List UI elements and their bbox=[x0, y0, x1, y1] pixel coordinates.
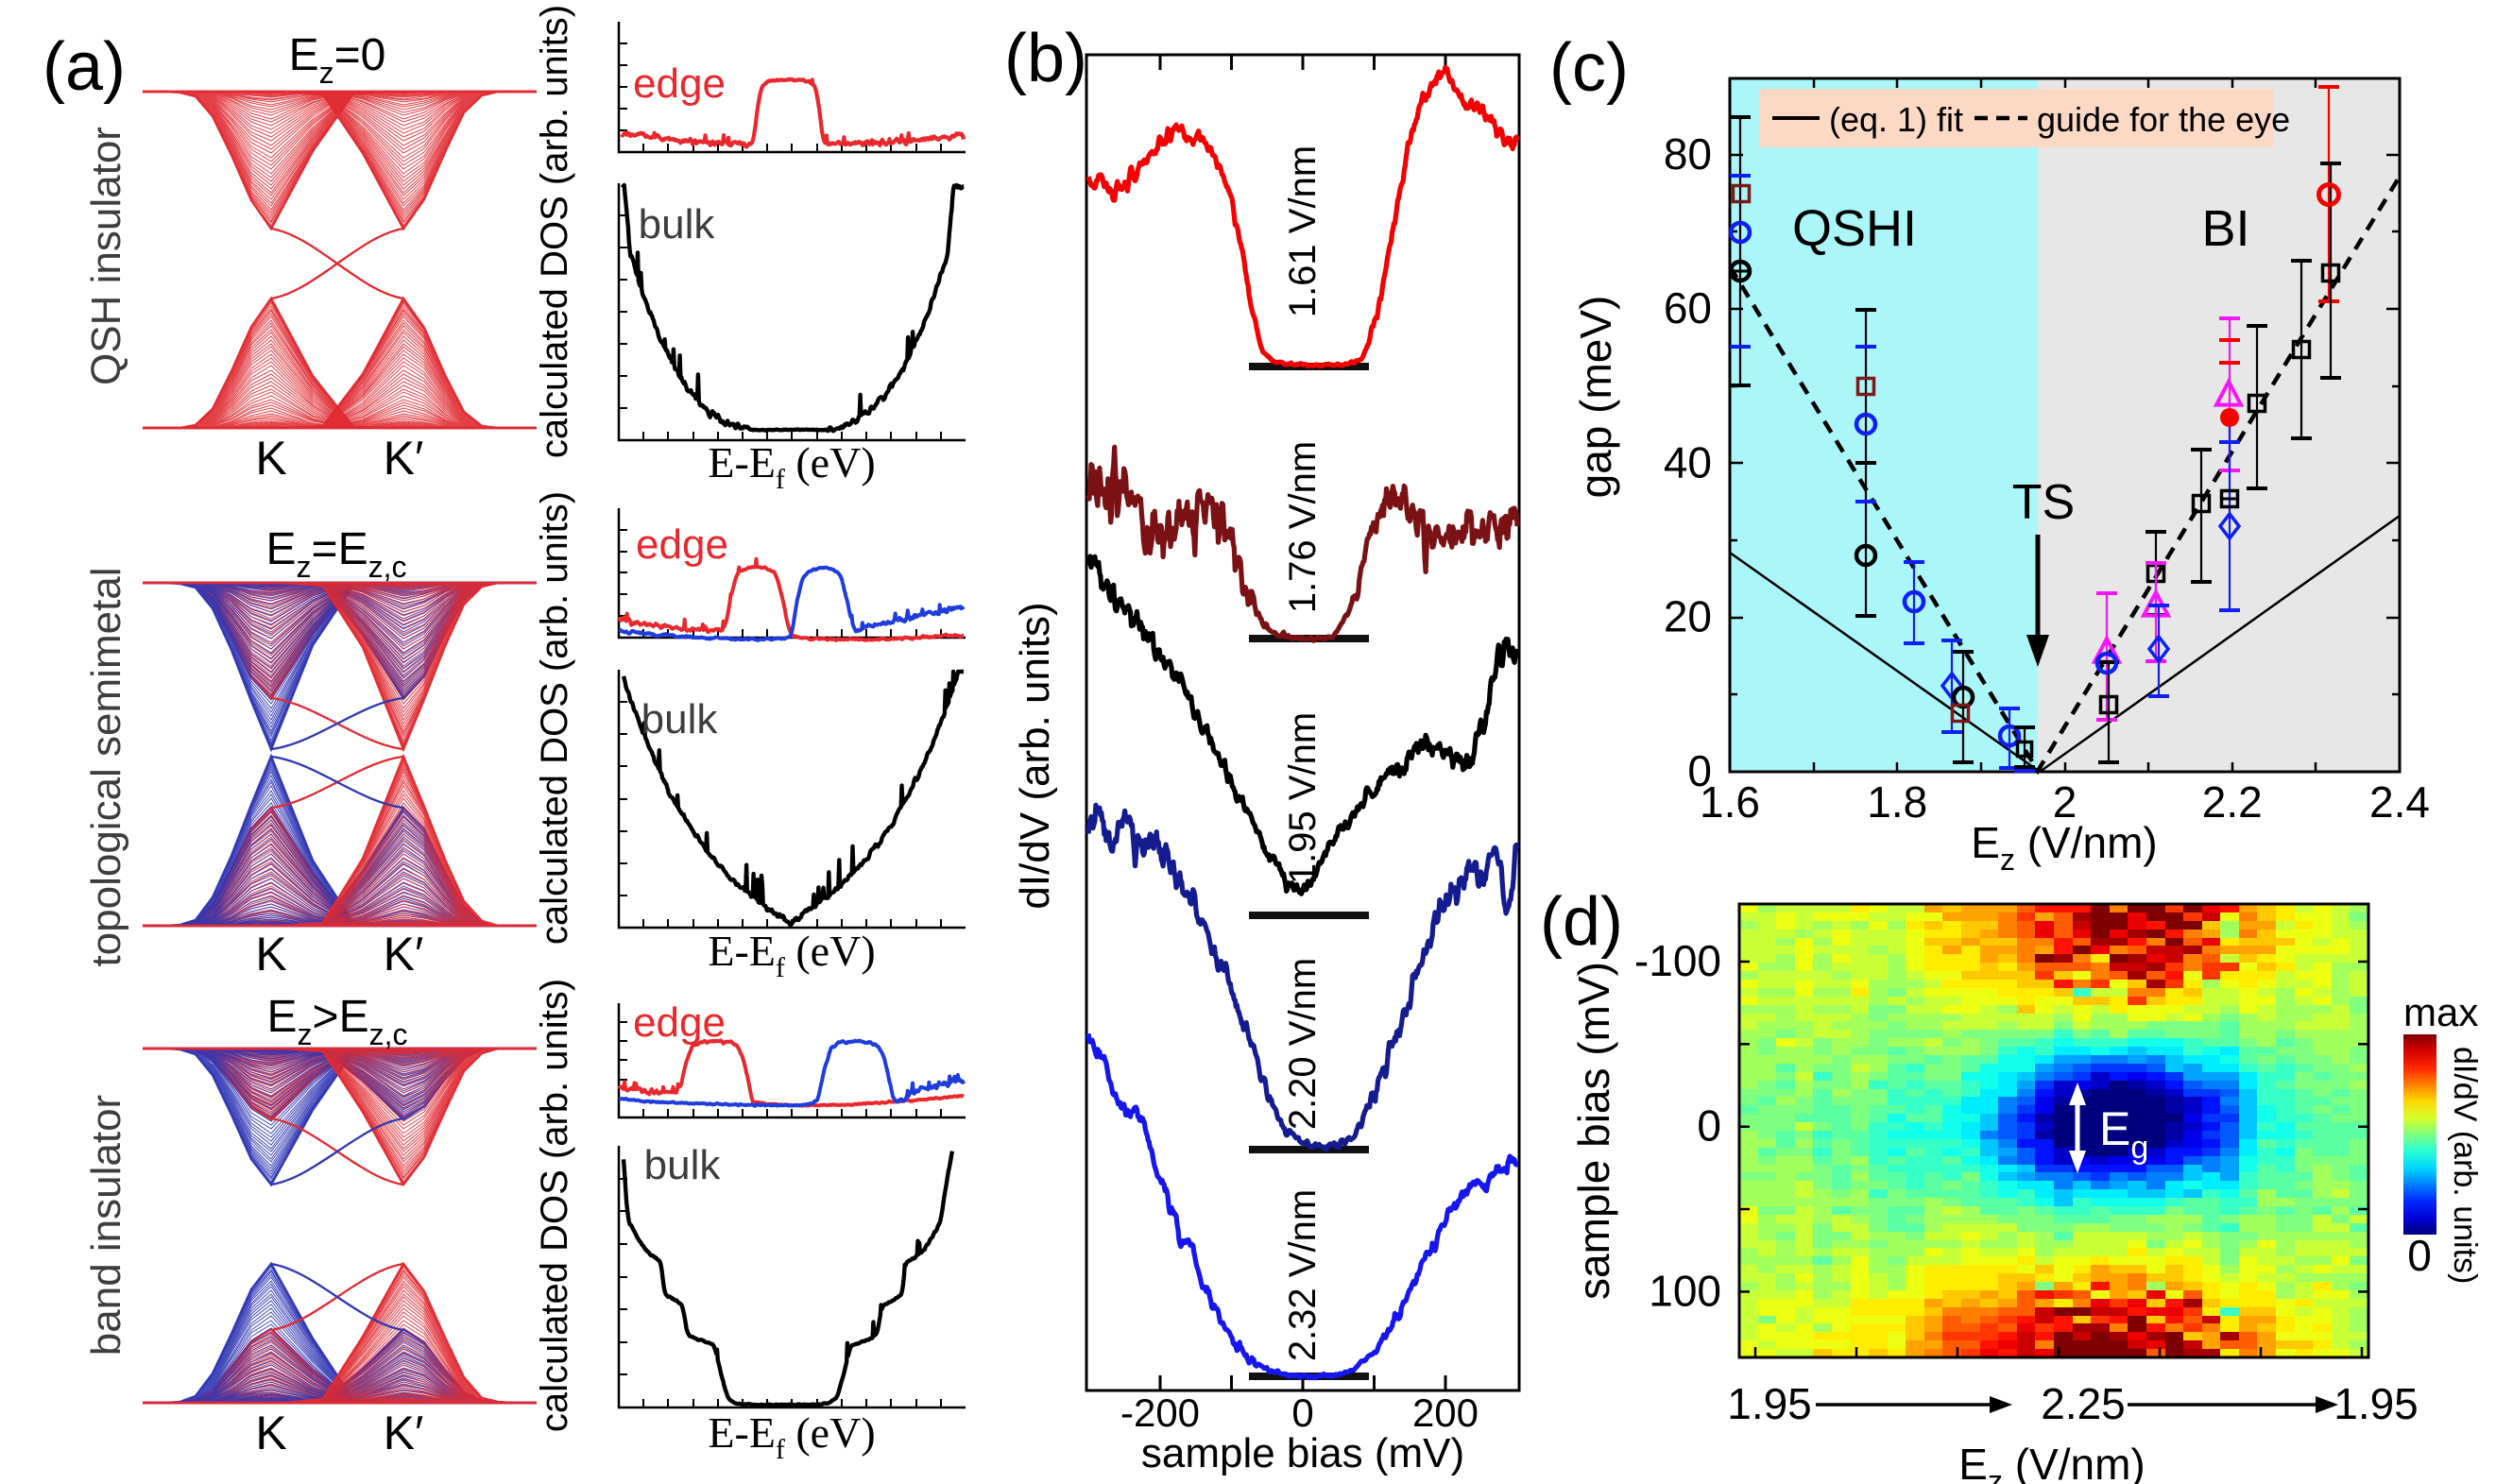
svg-text:(d): (d) bbox=[1540, 884, 1623, 960]
svg-text:(b): (b) bbox=[1004, 21, 1087, 96]
svg-text:200: 200 bbox=[1412, 1390, 1479, 1435]
svg-text:100: 100 bbox=[1649, 1266, 1721, 1315]
svg-text:sample bias (mV): sample bias (mV) bbox=[1141, 1430, 1464, 1476]
svg-text:-200: -200 bbox=[1120, 1390, 1200, 1435]
svg-text:E-Ef (eV): E-Ef (eV) bbox=[708, 438, 875, 495]
svg-text:2.25: 2.25 bbox=[2041, 1379, 2126, 1428]
svg-text:2: 2 bbox=[2053, 777, 2077, 827]
svg-text:0: 0 bbox=[1291, 1390, 1313, 1435]
svg-text:0: 0 bbox=[1687, 746, 1712, 795]
svg-text:1.8: 1.8 bbox=[1867, 777, 1927, 827]
svg-text:-100: -100 bbox=[1634, 936, 1721, 985]
svg-text:2.20 V/nm: 2.20 V/nm bbox=[1282, 958, 1324, 1130]
svg-text:1.76 V/nm: 1.76 V/nm bbox=[1282, 441, 1324, 613]
svg-text:20: 20 bbox=[1664, 592, 1712, 641]
svg-text:band insulator: band insulator bbox=[83, 1095, 129, 1356]
svg-text:QSH insulator: QSH insulator bbox=[83, 127, 129, 385]
svg-text:K: K bbox=[255, 432, 286, 485]
svg-text:QSHI: QSHI bbox=[1792, 200, 1917, 257]
svg-text:0: 0 bbox=[2407, 1231, 2432, 1280]
svg-text:K: K bbox=[255, 928, 286, 981]
svg-text:0: 0 bbox=[1697, 1101, 1721, 1151]
svg-text:1.95 V/nm: 1.95 V/nm bbox=[1282, 712, 1324, 884]
svg-text:(eq. 1) fit: (eq. 1) fit bbox=[1829, 100, 1963, 139]
svg-text:calculated DOS (arb. units): calculated DOS (arb. units) bbox=[534, 979, 575, 1432]
svg-text:K′: K′ bbox=[384, 432, 424, 485]
svg-text:Ez (V/nm): Ez (V/nm) bbox=[1971, 818, 2157, 877]
svg-text:K′: K′ bbox=[384, 1407, 424, 1459]
svg-text:1.61 V/nm: 1.61 V/nm bbox=[1282, 145, 1324, 317]
svg-text:Ez (V/nm): Ez (V/nm) bbox=[1958, 1440, 2145, 1484]
svg-text:gap (meV): gap (meV) bbox=[1571, 296, 1620, 499]
svg-text:K: K bbox=[255, 1407, 286, 1459]
svg-text:guide for the eye: guide for the eye bbox=[2037, 100, 2290, 139]
svg-text:TS: TS bbox=[2012, 475, 2075, 530]
svg-text:max: max bbox=[2403, 990, 2478, 1034]
svg-text:bulk: bulk bbox=[644, 1142, 722, 1188]
svg-text:bulk: bulk bbox=[641, 696, 719, 742]
svg-text:K′: K′ bbox=[384, 928, 424, 981]
svg-text:edge: edge bbox=[633, 60, 726, 107]
svg-text:dI/dV (arb. units): dI/dV (arb. units) bbox=[1012, 602, 1058, 909]
svg-text:2.32 V/nm: 2.32 V/nm bbox=[1282, 1189, 1324, 1361]
svg-text:edge: edge bbox=[633, 999, 726, 1046]
svg-text:(c): (c) bbox=[1549, 30, 1629, 106]
svg-text:2.4: 2.4 bbox=[2369, 777, 2430, 827]
svg-text:BI: BI bbox=[2201, 200, 2249, 257]
svg-text:60: 60 bbox=[1664, 283, 1712, 333]
svg-text:calculated DOS (arb. units): calculated DOS (arb. units) bbox=[534, 491, 575, 945]
svg-text:1.95: 1.95 bbox=[1727, 1379, 1812, 1428]
svg-text:1.6: 1.6 bbox=[1700, 777, 1760, 827]
svg-text:1.95: 1.95 bbox=[2334, 1379, 2419, 1428]
svg-text:E-Ef (eV): E-Ef (eV) bbox=[708, 1408, 875, 1465]
svg-text:40: 40 bbox=[1664, 437, 1712, 486]
svg-text:sample bias (mV): sample bias (mV) bbox=[1569, 962, 1618, 1300]
svg-text:calculated DOS (arb. units): calculated DOS (arb. units) bbox=[534, 5, 575, 458]
svg-text:dI/dV (arb. units): dI/dV (arb. units) bbox=[2447, 1047, 2483, 1284]
svg-text:2.2: 2.2 bbox=[2202, 777, 2263, 827]
svg-text:edge: edge bbox=[636, 521, 728, 568]
svg-text:Ez=0: Ez=0 bbox=[289, 30, 386, 90]
svg-text:bulk: bulk bbox=[639, 201, 716, 247]
svg-text:topological semimetal: topological semimetal bbox=[83, 567, 129, 966]
svg-text:80: 80 bbox=[1664, 129, 1712, 179]
svg-text:E-Ef (eV): E-Ef (eV) bbox=[708, 927, 875, 983]
svg-text:(a): (a) bbox=[43, 29, 126, 105]
